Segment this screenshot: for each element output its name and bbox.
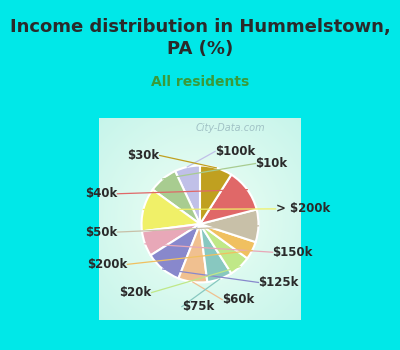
Text: $150k: $150k: [272, 246, 313, 259]
Text: $100k: $100k: [215, 145, 255, 158]
Wedge shape: [200, 209, 258, 242]
Text: $30k: $30k: [128, 149, 160, 162]
Text: $60k: $60k: [222, 293, 254, 306]
Wedge shape: [178, 224, 207, 282]
Wedge shape: [153, 171, 200, 224]
Wedge shape: [200, 224, 231, 282]
Wedge shape: [200, 224, 247, 273]
Wedge shape: [200, 175, 257, 224]
Text: > $200k: > $200k: [276, 202, 330, 215]
Wedge shape: [200, 166, 231, 224]
Wedge shape: [142, 224, 200, 256]
Text: $20k: $20k: [120, 286, 152, 299]
Text: $125k: $125k: [258, 276, 299, 289]
Text: All residents: All residents: [151, 75, 249, 89]
Wedge shape: [200, 224, 256, 258]
Wedge shape: [142, 190, 200, 231]
Text: $75k: $75k: [182, 300, 214, 313]
Wedge shape: [175, 166, 200, 224]
Text: $10k: $10k: [256, 157, 288, 170]
Text: Income distribution in Hummelstown,
PA (%): Income distribution in Hummelstown, PA (…: [10, 18, 390, 58]
Text: $200k: $200k: [87, 258, 128, 271]
Wedge shape: [151, 224, 200, 278]
Text: $40k: $40k: [85, 187, 117, 200]
Text: City-Data.com: City-Data.com: [196, 123, 265, 133]
Text: $50k: $50k: [85, 225, 117, 239]
